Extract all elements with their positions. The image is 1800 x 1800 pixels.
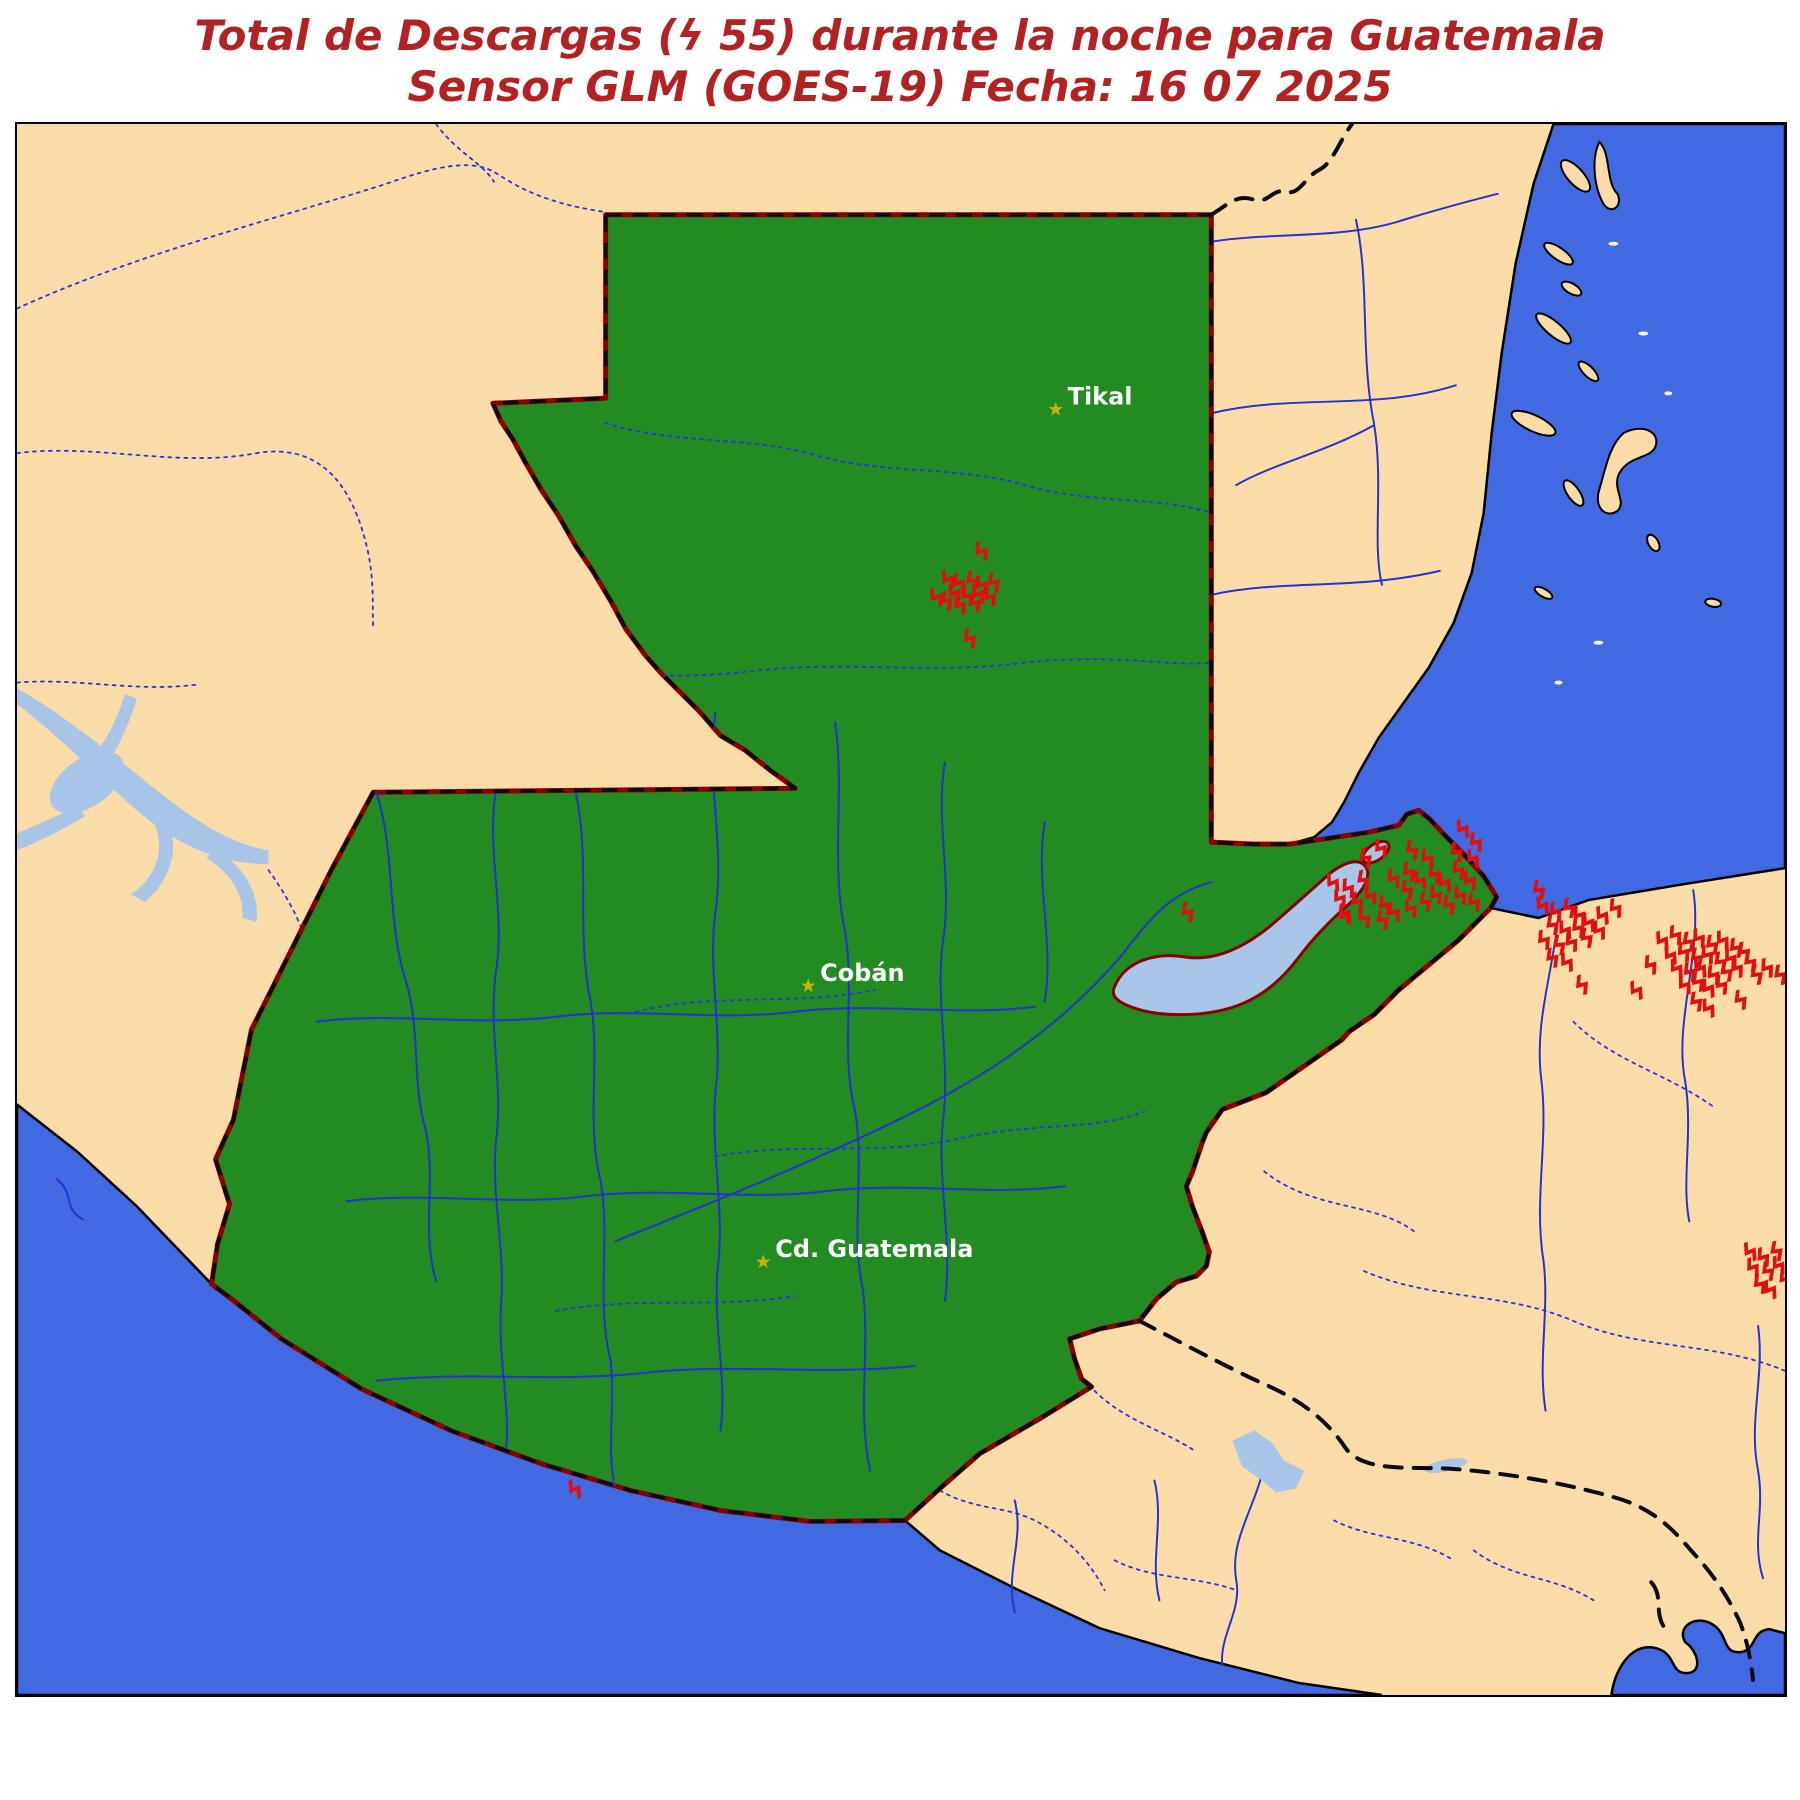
lightning-strike-icon: ϟ [1766,1236,1785,1269]
lightning-strike-icon: ϟ [1685,986,1708,1020]
lightning-strike-icon: ϟ [1445,837,1468,871]
lightning-strike-icon: ϟ [1355,843,1376,876]
reservoir-el-salvador [1424,1458,1468,1474]
lake-guija [1232,1430,1305,1493]
lightning-strike-icon: ϟ [959,623,982,657]
city-label-cd-guatemala: Cd. Guatemala [775,1235,973,1263]
title-line-1: Total de Descargas (ϟ 55) durante la noc… [194,11,1606,60]
lightning-strike-icon: ϟ [936,586,957,619]
lightning-strike-icon: ϟ [1716,957,1738,990]
lightning-strike-icon: ϟ [1576,923,1598,956]
lightning-strike-icon: ϟ [1774,1264,1785,1298]
lightning-strike-icon: ϟ [1346,887,1369,921]
lightning-strike-icon: ϟ [1724,933,1748,967]
laguna-de-terminos [17,688,269,922]
city-markers-layer: ★ Tikal★ Cobán★ Cd. Guatemala [755,382,1133,1273]
lightning-strike-icon: ϟ [1757,1256,1780,1290]
honduras-lines [1263,889,1785,1580]
lightning-strike-icon: ϟ [1415,887,1437,920]
lightning-strike-icon: ϟ [983,568,1006,602]
lightning-strike-icon: ϟ [1401,835,1423,868]
lightning-strike-icon: ϟ [1447,855,1471,889]
lightning-strike-icon: ϟ [964,588,986,621]
el-salvador-lines [939,1389,1595,1667]
lightning-strike-icon: ϟ [1528,875,1550,908]
city-star-icon-cd-guatemala: ★ [755,1251,772,1273]
lightning-strike-icon: ϟ [1567,913,1591,947]
belize-admin-lines [1210,192,1499,596]
guatemala-border-dashes [209,212,1499,1524]
lake-izabal [1111,860,1370,1017]
lightning-strike-icon: ϟ [1701,930,1724,964]
belize-cays [1510,140,1723,685]
lightning-strike-icon: ϟ [1542,910,1565,944]
city-star-icon-cob-n: ★ [800,975,817,997]
el-golfete-lake [1361,839,1391,865]
lightning-strike-icon: ϟ [1710,947,1732,980]
city-label-tikal: Tikal [1068,382,1133,410]
lightning-strike-icon: ϟ [1558,893,1580,926]
lightning-strike-icon: ϟ [1396,875,1418,908]
lightning-strike-icon: ϟ [1769,960,1785,993]
lightning-strike-icon: ϟ [1748,1269,1772,1303]
city-label-cob-n: Cobán [820,959,904,987]
lightning-strike-icon: ϟ [1372,905,1393,938]
lightning-strike-icon: ϟ [1733,937,1756,971]
city-star-icon-tikal: ★ [1047,398,1064,420]
lightning-strike-icon: ϟ [1687,966,1711,1000]
elsalvador-honduras-border [1137,1318,1756,1683]
lightning-strike-icon: ϟ [1686,943,1707,976]
lightning-strike-icon: ϟ [1373,890,1397,924]
lightning-strike-icon: ϟ [1678,927,1700,960]
guatemala-internal-lines [315,422,1213,1492]
lightning-strike-icon: ϟ [1353,865,1375,898]
lightning-strike-icon: ϟ [962,566,984,599]
title-line-2: Sensor GLM (GOES-19) Fecha: 16 07 2025 [407,62,1393,112]
lightning-strike-icon: ϟ [1549,930,1570,963]
mexico-belize-border [1209,124,1354,217]
lightning-strike-icon: ϟ [1778,952,1785,987]
lightning-strike-icon: ϟ [1746,960,1767,993]
lightning-strike-icon: ϟ [1438,890,1461,924]
lightning-strike-icon: ϟ [1739,947,1762,981]
lightning-strike-icon: ϟ [1177,897,1199,930]
figure-title: Total de Descargas (ϟ 55) durante la noc… [0,10,1800,112]
lightning-strike-icon: ϟ [1541,943,1564,977]
fonseca-border [1649,1580,1671,1635]
lightning-strike-icon: ϟ [1398,857,1421,891]
lightning-strike-icon: ϟ [956,580,980,614]
